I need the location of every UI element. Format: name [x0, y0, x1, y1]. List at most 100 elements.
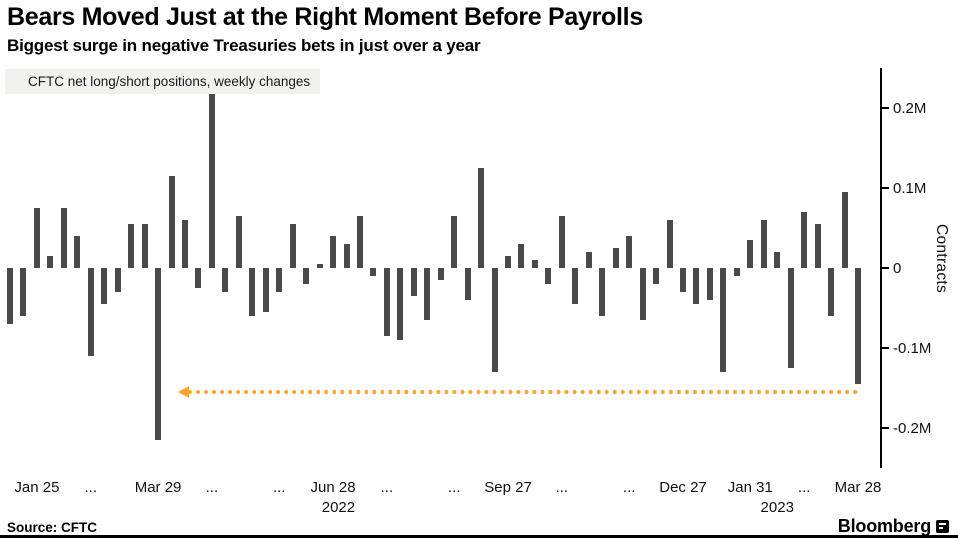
bar [330, 236, 337, 268]
bar [518, 244, 525, 268]
bar [572, 268, 579, 304]
x-axis-tick-label: ... [84, 479, 98, 496]
bar [612, 248, 619, 268]
bar [316, 264, 323, 268]
bar [47, 256, 54, 268]
y-axis-tick [880, 187, 889, 189]
bar [491, 268, 498, 372]
bar [437, 268, 444, 280]
bar [101, 268, 108, 304]
bar [505, 256, 512, 268]
bar [195, 268, 202, 288]
x-axis-tick-label: ... [622, 479, 636, 496]
bar [208, 92, 215, 268]
bar [531, 260, 538, 268]
bloomberg-terminal-icon [936, 520, 949, 533]
x-axis-tick-label: Mar 28 [834, 479, 882, 496]
bloomberg-wordmark: Bloomberg [837, 516, 931, 536]
x-axis-tick-label: Jun 28 [310, 479, 356, 496]
bar [451, 216, 458, 268]
bar [114, 268, 121, 292]
bar [222, 268, 229, 292]
bar [747, 240, 754, 268]
y-axis-tick [880, 347, 889, 349]
bar [599, 268, 606, 316]
bar [545, 268, 552, 284]
bar [168, 176, 175, 268]
bar [774, 252, 781, 268]
x-axis-tick-label: ... [555, 479, 569, 496]
bar [397, 268, 404, 340]
y-axis-tick-label: 0.1M [893, 180, 927, 197]
x-axis-tick-label: Mar 29 [134, 479, 182, 496]
bar [262, 268, 269, 312]
y-axis-tick-label: -0.1M [893, 340, 932, 357]
y-axis-tick [880, 267, 889, 269]
x-axis-tick-label: Jan 25 [14, 479, 60, 496]
x-axis-tick-label: ... [447, 479, 461, 496]
bar [370, 268, 377, 276]
bar [706, 268, 713, 300]
bar [841, 192, 848, 268]
bar [424, 268, 431, 320]
x-axis-tick-label: Dec 27 [659, 479, 707, 496]
bar [20, 268, 27, 316]
bar [276, 268, 283, 292]
bar [585, 252, 592, 268]
y-axis-title: Contracts [933, 224, 950, 294]
bar [155, 268, 162, 440]
bar [356, 216, 363, 268]
bar [558, 216, 565, 268]
legend-label: CFTC net long/short positions, weekly ch… [28, 74, 311, 89]
bar [653, 268, 660, 284]
bar [87, 268, 94, 356]
bar [7, 268, 13, 324]
y-axis-tick-label: 0.2M [893, 100, 927, 117]
bar [235, 216, 242, 268]
bar [128, 224, 135, 268]
bar [680, 268, 687, 292]
bar [828, 268, 835, 316]
legend: CFTC net long/short positions, weekly ch… [5, 69, 321, 94]
y-axis-tick [880, 107, 889, 109]
bar [693, 268, 700, 304]
bar [141, 224, 148, 268]
bloomberg-logo: Bloomberg [838, 516, 949, 537]
y-axis-tick-label: 0 [893, 260, 902, 277]
bar [410, 268, 417, 296]
annotation-dotted-line [187, 390, 858, 394]
bar [639, 268, 646, 320]
bar [249, 268, 256, 316]
bar [303, 268, 310, 284]
bar [666, 220, 673, 268]
bar [60, 208, 67, 268]
bar [720, 268, 727, 372]
annotation-left-arrowhead-icon [177, 386, 189, 398]
bar [733, 268, 740, 276]
y-axis-tick-label: -0.2M [893, 420, 932, 437]
y-axis-tick [880, 427, 889, 429]
bar [383, 268, 390, 336]
bar [760, 220, 767, 268]
x-axis-tick-label: ... [205, 479, 219, 496]
bar [464, 268, 471, 300]
bar [814, 224, 821, 268]
x-axis-year-label: 2023 [760, 499, 794, 516]
x-axis-tick-label: Sep 27 [484, 479, 532, 496]
x-axis-year-label: 2022 [321, 499, 356, 516]
bottom-rule [0, 535, 958, 538]
x-axis-tick-label: ... [797, 479, 811, 496]
bar [343, 244, 350, 268]
bar [74, 236, 81, 268]
chart-subtitle: Biggest surge in negative Treasuries bet… [7, 36, 481, 55]
bar [33, 208, 40, 268]
chart-title: Bears Moved Just at the Right Moment Bef… [7, 3, 643, 31]
x-axis-tick-label: Jan 31 [727, 479, 773, 496]
x-axis-tick-label: ... [380, 479, 394, 496]
source-label: Source: CFTC [7, 520, 98, 535]
legend-swatch-icon [13, 77, 22, 86]
bar [801, 212, 808, 268]
bar [478, 168, 485, 268]
